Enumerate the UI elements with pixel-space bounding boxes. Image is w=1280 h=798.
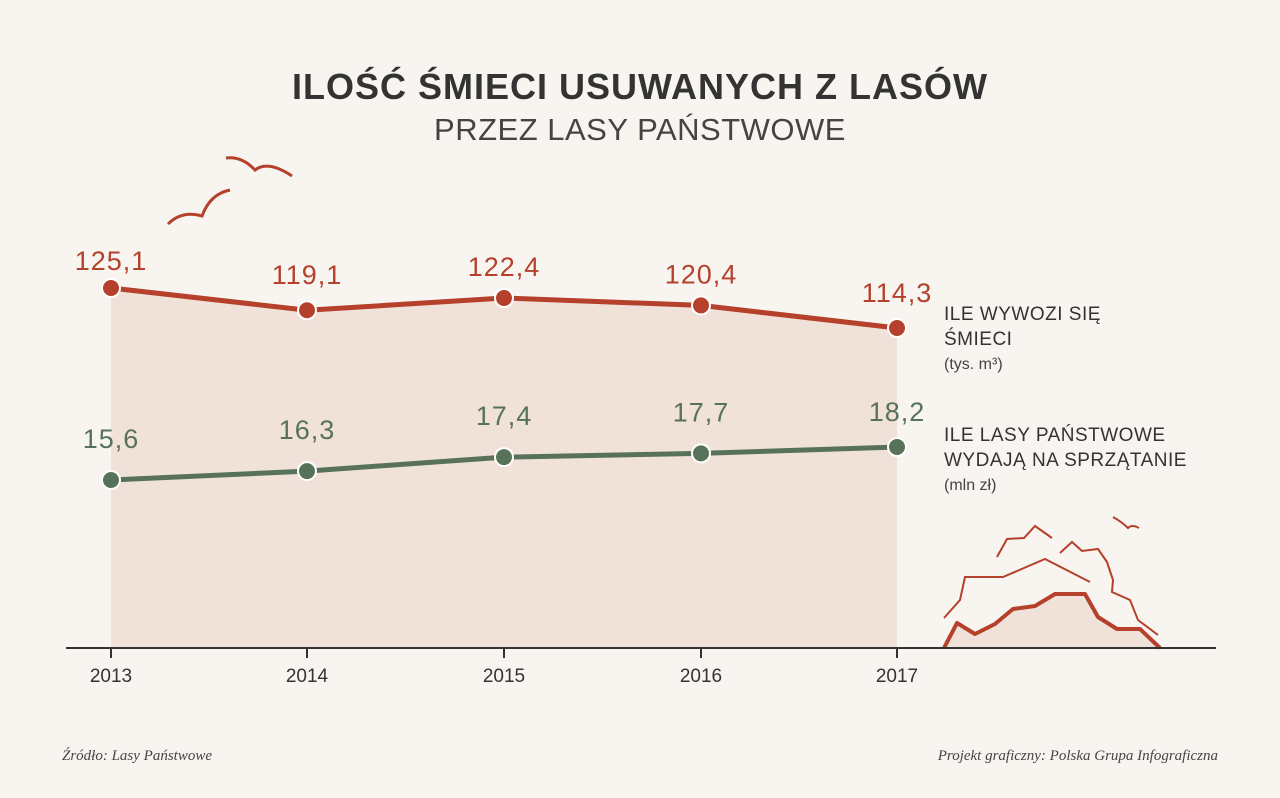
series-layer: 125,1 119,1 122,4 120,4 114,3 15,6 16,3 17,4 17,… xyxy=(75,246,933,490)
data-label: 119,1 xyxy=(272,260,343,290)
data-label: 122,4 xyxy=(468,252,541,282)
area-fill xyxy=(111,288,897,648)
data-label: 114,3 xyxy=(862,278,933,308)
legend-label-line-1: ILE WYWOZI SIĘ xyxy=(944,304,1101,325)
data-label: 17,4 xyxy=(476,401,533,431)
data-point xyxy=(691,443,711,464)
data-point xyxy=(887,318,907,338)
bird-icon xyxy=(225,156,293,178)
x-tick-label: 2013 xyxy=(90,666,132,687)
legend-unit: (tys. m³) xyxy=(944,356,1003,373)
data-point xyxy=(691,295,711,316)
legend-unit: (mln zł) xyxy=(944,477,997,494)
series-0: 125,1 119,1 122,4 120,4 114,3 xyxy=(75,246,933,338)
legend-label-line-1: ILE LASY PAŃSTWOWE xyxy=(944,425,1166,446)
decoration xyxy=(166,156,1162,650)
legend-entry-cost: ILE LASY PAŃSTWOWE WYDAJĄ NA SPRZĄTANIE … xyxy=(944,423,1187,498)
bird-icon xyxy=(1112,516,1140,530)
data-point xyxy=(101,278,121,298)
x-tick-label: 2015 xyxy=(483,666,525,687)
data-point xyxy=(494,447,514,468)
data-point xyxy=(297,300,317,321)
data-label: 125,1 xyxy=(75,246,148,276)
source-note: Źródło: Lasy Państwowe xyxy=(62,748,213,764)
data-point xyxy=(494,288,514,308)
credit-note: Projekt graficzny: Polska Grupa Infograf… xyxy=(937,748,1218,764)
legend-entry-waste: ILE WYWOZI SIĘ ŚMIECI (tys. m³) xyxy=(944,302,1101,377)
garbage-pile-icon xyxy=(942,524,1162,650)
x-axis: 2013 2014 2015 2016 2017 xyxy=(90,648,918,687)
data-label: 120,4 xyxy=(665,259,738,289)
chart-subtitle: PRZEZ LASY PAŃSTWOWE xyxy=(434,112,846,147)
data-point xyxy=(297,461,317,482)
x-tick-label: 2017 xyxy=(876,666,918,687)
legend-label-line-2: WYDAJĄ NA SPRZĄTANIE xyxy=(944,450,1187,471)
series-1: 15,6 16,3 17,4 17,7 18,2 xyxy=(83,397,926,490)
bird-icon xyxy=(166,188,231,226)
data-label: 16,3 xyxy=(279,415,336,445)
data-point xyxy=(887,437,907,457)
chart-title: ILOŚĆ ŚMIECI USUWANYCH Z LASÓW xyxy=(292,66,988,107)
x-tick-label: 2016 xyxy=(680,666,722,687)
legend-label-line-2: ŚMIECI xyxy=(944,329,1013,350)
area-layer xyxy=(111,288,897,648)
data-point xyxy=(101,470,121,490)
x-tick-label: 2014 xyxy=(286,666,329,687)
data-label: 15,6 xyxy=(83,424,140,454)
data-label: 17,7 xyxy=(673,397,730,427)
data-label: 18,2 xyxy=(869,397,926,427)
